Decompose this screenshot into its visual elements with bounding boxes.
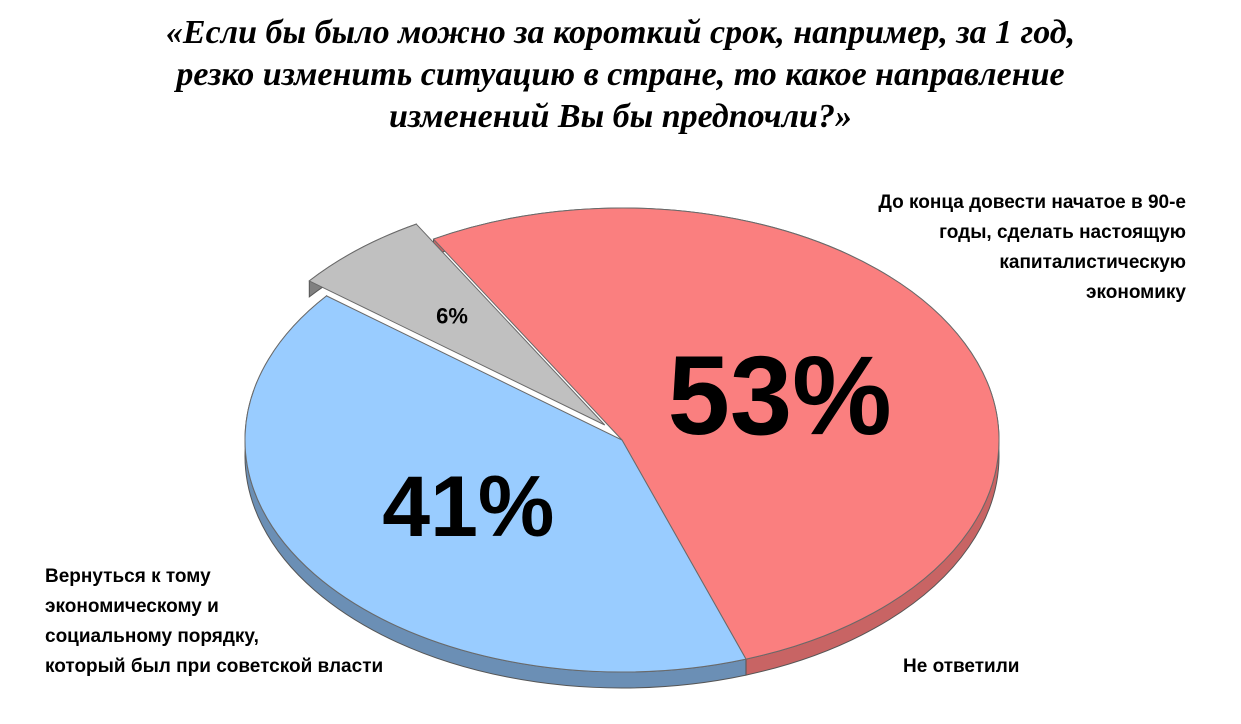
pie-slice-1 [244, 295, 747, 673]
slice-value-label-0: 53% [668, 333, 892, 458]
pie-slice-0 [432, 207, 1000, 660]
category-label-no-answer: Не ответили [903, 656, 1020, 677]
chart-title: «Если бы было можно за короткий срок, на… [165, 14, 1076, 135]
pie-slice-2 [308, 223, 606, 426]
slice-value-label-2: 6% [436, 304, 468, 329]
slice-value-label-1: 41% [382, 459, 554, 555]
category-label-capitalism: До конца довести начатое в 90-е годы, сд… [878, 192, 1186, 303]
category-label-soviet: Вернуться к тому экономическому и социал… [45, 566, 384, 677]
